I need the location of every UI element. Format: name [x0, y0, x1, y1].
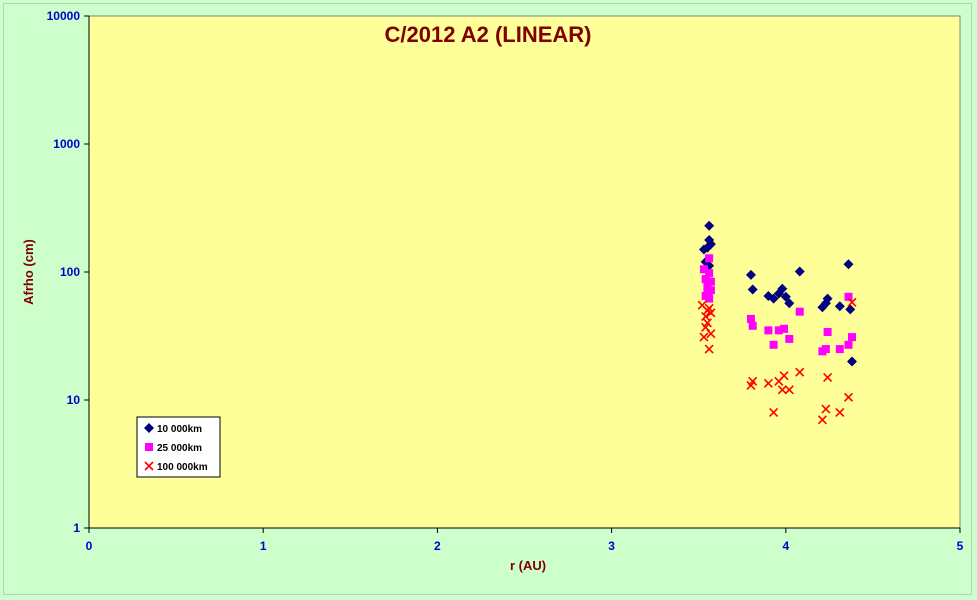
- legend-label: 10 000km: [157, 424, 202, 435]
- legend-item: 100 000km: [144, 461, 208, 473]
- data-point: [835, 345, 844, 354]
- legend-marker: [144, 423, 154, 433]
- y-tick-label: 1000: [53, 137, 80, 151]
- data-point: [701, 275, 710, 284]
- data-point: [747, 284, 758, 295]
- plot-area: [88, 15, 961, 529]
- x-axis-title: r (AU): [510, 558, 546, 573]
- x-tick-label: 2: [434, 539, 441, 553]
- chart-title: C/2012 A2 (LINEAR): [384, 22, 591, 47]
- x-tick-label: 1: [260, 539, 267, 553]
- data-point: [706, 286, 715, 295]
- legend-marker: [145, 443, 153, 451]
- data-point: [748, 321, 757, 330]
- y-tick-label: 1: [73, 521, 80, 535]
- data-point: [784, 298, 795, 309]
- data-point: [847, 297, 857, 307]
- data-point: [779, 371, 789, 381]
- legend-label: 25 000km: [157, 443, 202, 454]
- legend: 10 000km 25 000km 100 000km: [136, 416, 221, 478]
- data-point: [777, 385, 787, 395]
- series-square: [699, 254, 856, 356]
- series-x: [697, 297, 857, 425]
- data-point: [705, 269, 714, 278]
- data-point: [703, 281, 712, 290]
- x-tick-label: 5: [957, 539, 964, 553]
- data-point: [706, 308, 716, 318]
- data-point: [847, 333, 856, 342]
- data-point: [764, 326, 773, 335]
- data-point: [768, 293, 779, 304]
- legend-item: 25 000km: [145, 443, 202, 454]
- data-point: [763, 378, 773, 388]
- data-point: [794, 266, 805, 277]
- legend-label: 100 000km: [157, 462, 208, 473]
- data-point: [699, 265, 708, 274]
- data-point: [784, 385, 794, 395]
- data-point: [748, 376, 758, 386]
- data-point: [785, 334, 794, 343]
- data-points: [697, 220, 857, 425]
- data-point: [817, 415, 827, 425]
- data-point: [745, 269, 756, 280]
- y-tick-label: 10: [67, 393, 81, 407]
- x-tick-label: 3: [608, 539, 615, 553]
- data-point: [701, 291, 710, 300]
- data-point: [780, 324, 789, 333]
- data-point: [701, 311, 711, 321]
- data-point: [697, 300, 707, 310]
- data-point: [774, 326, 783, 335]
- data-point: [822, 293, 833, 304]
- data-point: [843, 392, 854, 402]
- x-tick-label: 4: [782, 539, 789, 553]
- data-point: [705, 254, 714, 263]
- data-point: [705, 239, 716, 250]
- data-point: [704, 344, 714, 354]
- data-point: [821, 345, 830, 354]
- data-point: [844, 340, 853, 349]
- data-point: [704, 220, 715, 231]
- legend-item: 10 000km: [144, 423, 202, 435]
- data-point: [769, 407, 779, 417]
- data-point: [706, 329, 716, 339]
- data-point: [834, 301, 845, 312]
- chart-area: [3, 3, 972, 595]
- data-point: [795, 367, 805, 377]
- data-point: [699, 332, 709, 342]
- data-point: [846, 356, 857, 367]
- y-tick-label: 100: [60, 265, 80, 279]
- data-point: [823, 372, 833, 383]
- data-point: [823, 327, 832, 336]
- data-point: [746, 314, 755, 323]
- data-point: [777, 283, 788, 294]
- legend-marker: [144, 461, 154, 471]
- y-axis-title: Afrho (cm): [21, 239, 36, 305]
- data-point: [845, 304, 856, 315]
- y-tick-label: 10000: [47, 9, 81, 23]
- data-point: [821, 404, 831, 414]
- data-point: [702, 318, 712, 328]
- data-point: [706, 277, 715, 286]
- x-tick-label: 0: [86, 539, 93, 553]
- data-point: [843, 259, 854, 270]
- data-point: [835, 407, 845, 417]
- data-point: [795, 307, 804, 316]
- data-point: [844, 292, 853, 301]
- data-point: [769, 340, 778, 349]
